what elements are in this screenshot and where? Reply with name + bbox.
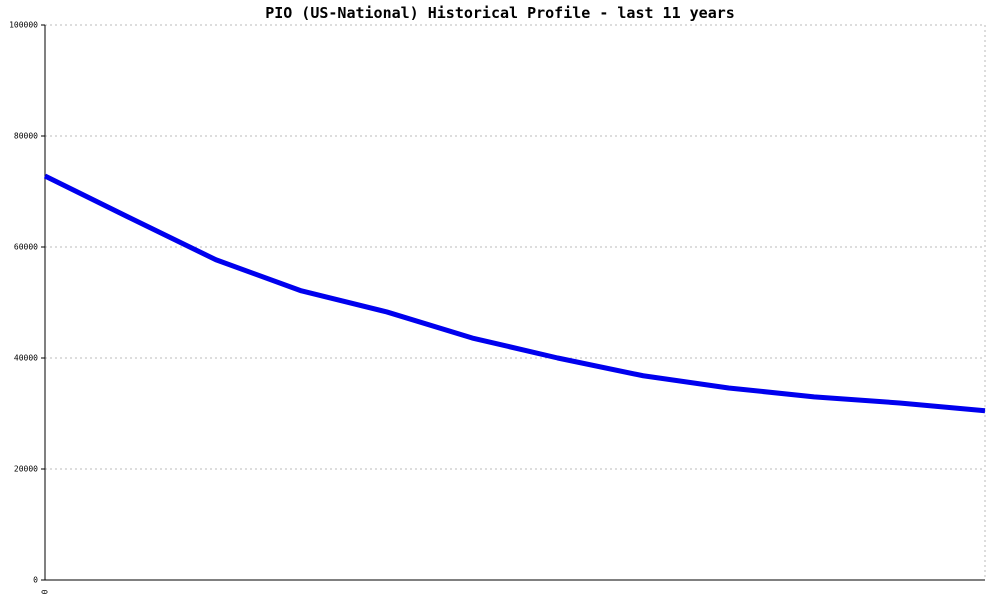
y-tick-label: 100000 <box>9 21 38 30</box>
y-tick-label: 60000 <box>14 243 38 252</box>
y-tick-label: 0 <box>33 576 38 585</box>
x-tick-label: 0 <box>41 589 50 594</box>
y-tick-label: 40000 <box>14 354 38 363</box>
chart-title: PIO (US-National) Historical Profile - l… <box>265 4 735 22</box>
y-tick-label: 20000 <box>14 465 38 474</box>
data-line <box>43 173 986 414</box>
y-tick-label: 80000 <box>14 132 38 141</box>
